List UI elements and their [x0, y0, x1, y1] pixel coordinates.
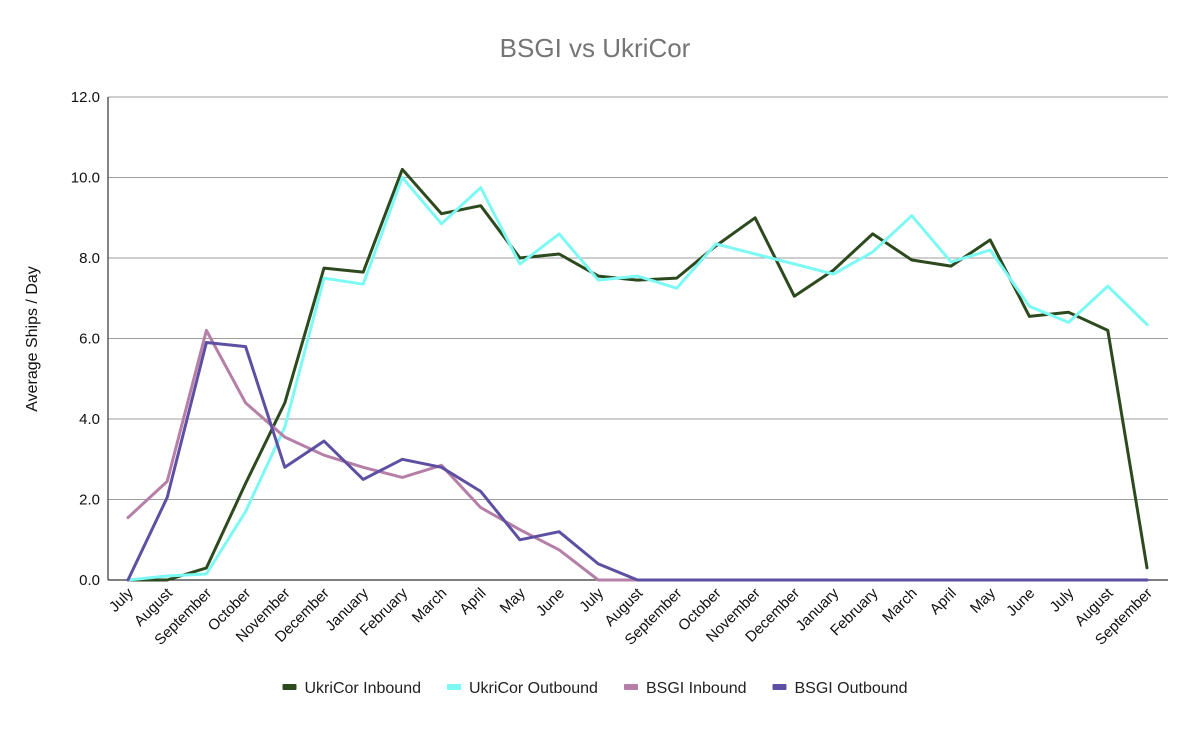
x-tick-label: July [106, 584, 137, 615]
series-line-bsgi-outbound [126, 341, 1149, 582]
y-tick-label: 2.0 [79, 492, 100, 509]
legend-label: UkriCor Inbound [305, 680, 422, 697]
x-tick-label: June [533, 585, 568, 620]
legend-item: BSGI Inbound [624, 680, 747, 697]
legend-swatch [772, 684, 787, 690]
chart-title: BSGI vs UkriCor [500, 33, 691, 63]
legend: UkriCor Inbound UkriCor Outbound BSGI Inbo… [282, 680, 908, 697]
y-tick-label: 10.0 [71, 170, 100, 187]
x-tick-label: March [879, 585, 920, 626]
x-tick-label: March [409, 585, 450, 626]
x-tick-label: July [1047, 584, 1078, 615]
legend-label: BSGI Outbound [795, 680, 908, 697]
x-tick-label: July [576, 584, 607, 615]
legend-swatch [282, 684, 297, 690]
y-tick-labels: 0.0 2.0 4.0 6.0 8.0 10.0 12.0 [71, 89, 100, 589]
x-tick-labels: JulyAugustSeptemberOctoberNovemberDecemb… [106, 584, 1156, 648]
x-tick-label: April [456, 585, 489, 618]
y-tick-label: 4.0 [79, 411, 100, 428]
legend-label: UkriCor Outbound [469, 680, 598, 697]
x-tick-label: May [967, 584, 999, 616]
legend-item: UkriCor Inbound [282, 680, 422, 697]
y-tick-label: 8.0 [79, 250, 100, 267]
x-tick-label: April [927, 585, 960, 618]
series-line-ukricor-inbound [126, 167, 1149, 582]
legend-swatch [447, 684, 461, 690]
legend-label: BSGI Inbound [646, 680, 747, 697]
legend-item: BSGI Outbound [772, 680, 908, 697]
y-axis-label: Average Ships / Day [24, 266, 41, 412]
series-line-ukricor-outbound [126, 176, 1149, 582]
y-tick-label: 0.0 [79, 572, 100, 589]
x-tick-label: May [497, 584, 529, 616]
series-lines [126, 167, 1149, 582]
x-tick-label: June [1003, 585, 1038, 620]
legend-item: UkriCor Outbound [447, 680, 598, 697]
y-tick-label: 6.0 [79, 331, 100, 348]
gridlines [107, 96, 1168, 581]
legend-swatch [624, 684, 638, 690]
y-tick-label: 12.0 [71, 89, 100, 106]
